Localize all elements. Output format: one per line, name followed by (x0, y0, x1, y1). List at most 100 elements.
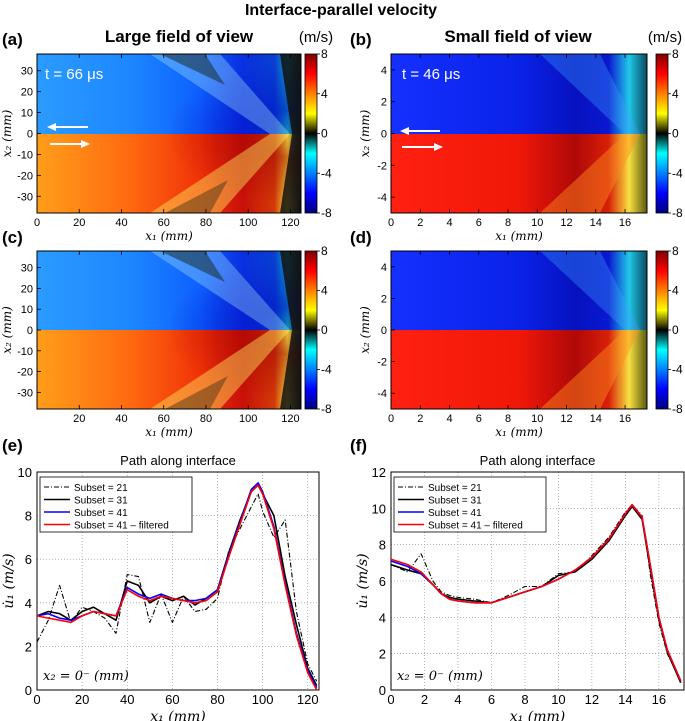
panel-label-a: (a) (2, 30, 23, 49)
colorbar-tick-label: -4 (321, 363, 332, 377)
colorbar-bar (655, 250, 669, 410)
colorbar-tick-label: 8 (321, 244, 328, 258)
y-tick-label: 30 (21, 263, 33, 275)
colorbar-tick-label: -4 (321, 166, 332, 180)
legend-label: Subset = 41 (428, 508, 482, 519)
time-label-b: t = 46 μs (402, 66, 460, 83)
x-tick-label: 6 (476, 217, 482, 229)
x-tick-label: 20 (73, 217, 85, 229)
arrow-right-b (402, 143, 443, 151)
field-map-d (391, 251, 647, 409)
y-axis-label: x₂ (mm) (0, 109, 14, 157)
colorbar-bar (304, 250, 318, 410)
interface-annotation: x₂ = 0⁻ (mm) (397, 669, 483, 684)
field-map-b (391, 54, 647, 213)
y-tick-label: 0 (379, 683, 386, 698)
colorbar-tick-label: 4 (672, 87, 679, 101)
y-tick-label: 20 (21, 87, 33, 99)
x-tick-label: 120 (281, 217, 299, 229)
x-tick-label: 10 (551, 692, 565, 707)
panel-label-f: (f) (350, 436, 367, 455)
x-tick-label: 0 (388, 413, 394, 425)
x-tick-label: 16 (652, 692, 666, 707)
unit-label-left: (m/s) (299, 29, 333, 46)
plot-frame (390, 471, 685, 691)
panel-label-e: (e) (2, 436, 23, 455)
x-tick-label: 14 (590, 413, 602, 425)
colorbar-a: 8 4 0 -4 -8 (304, 47, 332, 220)
colorbar-tick-label: 0 (672, 127, 679, 141)
y-tick-label: -10 (17, 149, 33, 161)
y-tick-label: 2 (379, 647, 386, 662)
x-tick-label: 0 (33, 692, 40, 707)
y-tick-label: 20 (21, 283, 33, 295)
x-tick-label: 6 (488, 692, 495, 707)
x-tick-label: 0 (388, 217, 394, 229)
y-tick-label: 4 (381, 65, 387, 77)
x-tick-label: 2 (417, 217, 423, 229)
legend-label: Subset = 21 (74, 483, 128, 494)
arrow-right-a (50, 140, 90, 148)
chart-title: Path along interface (120, 453, 236, 468)
colorbar-tick-label: -4 (672, 166, 683, 180)
y-tick-label: -4 (377, 192, 387, 204)
colorbar-tick-label: 4 (672, 284, 679, 298)
x-tick-label: 8 (505, 413, 511, 425)
x-tick-label: 80 (200, 413, 212, 425)
x-tick-label: 4 (446, 413, 452, 425)
y-tick-label: -10 (17, 346, 33, 358)
unit-label-right: (m/s) (648, 29, 682, 46)
x-tick-label: 0 (387, 692, 394, 707)
x-tick-label: 12 (560, 217, 572, 229)
panel-label-c: (c) (2, 228, 23, 247)
y-tick-label: 6 (379, 574, 386, 589)
x-tick-label: 20 (75, 692, 89, 707)
x-tick-label: 8 (521, 692, 528, 707)
colorbar-tick-label: 8 (672, 244, 679, 258)
series-line-4 (36, 484, 318, 691)
colorbar-d: 8 4 0 -4 -8 (655, 244, 683, 416)
y-tick-label: 0 (25, 683, 32, 698)
colorbar-tick-label: -8 (321, 402, 332, 416)
x-tick-label: 8 (505, 217, 511, 229)
colorbar-tick-label: 8 (321, 47, 328, 61)
x-axis-label: x₁ (mm) (145, 229, 193, 243)
legend-box (393, 476, 547, 533)
x-tick-label: 100 (239, 217, 257, 229)
x-tick-label: 16 (619, 413, 631, 425)
x-tick-label: 40 (120, 692, 134, 707)
y-tick-label: 8 (379, 538, 386, 553)
y-tick-label: 12 (372, 465, 386, 480)
colorbar-tick-label: 0 (672, 323, 679, 337)
y-tick-label: 2 (25, 639, 32, 654)
map-axes-b: 0 2 4 6 8 10 12 14 16 4 2 0 -2 -4 x₁ (mm) x₂ (mm) (358, 54, 631, 243)
y-tick-label: 6 (25, 552, 32, 567)
x-tick-label: 2 (421, 692, 428, 707)
y-tick-label: -20 (17, 367, 33, 379)
x-tick-label: 10 (531, 413, 543, 425)
legend-box (39, 476, 193, 533)
y-axis-label: x₂ (mm) (0, 306, 14, 354)
y-tick-label: 30 (21, 66, 33, 78)
large-fov-title: Large field of view (105, 27, 254, 46)
x-tick-label: 4 (454, 692, 461, 707)
x-axis-label: x₁ (mm) (145, 425, 193, 439)
x-tick-label: 80 (200, 217, 212, 229)
x-tick-label: 12 (560, 413, 572, 425)
x-tick-label: 100 (239, 413, 257, 425)
x-tick-label: 4 (446, 217, 452, 229)
colorbar-tick-label: 8 (672, 47, 679, 61)
x-tick-label: 120 (297, 692, 319, 707)
y-tick-label: 0 (27, 129, 33, 141)
y-tick-label: 0 (381, 129, 387, 141)
map-axes-d: 0 2 4 6 8 10 12 14 16 4 2 0 -2 -4 x₁ (mm) x₂ (mm) (358, 251, 631, 439)
x-axis-label: x₁ (mm) (495, 229, 543, 243)
y-tick-label: 2 (381, 293, 387, 305)
field-map-c (37, 251, 301, 409)
y-axis-label: u̇₁ (m/s) (1, 553, 17, 608)
